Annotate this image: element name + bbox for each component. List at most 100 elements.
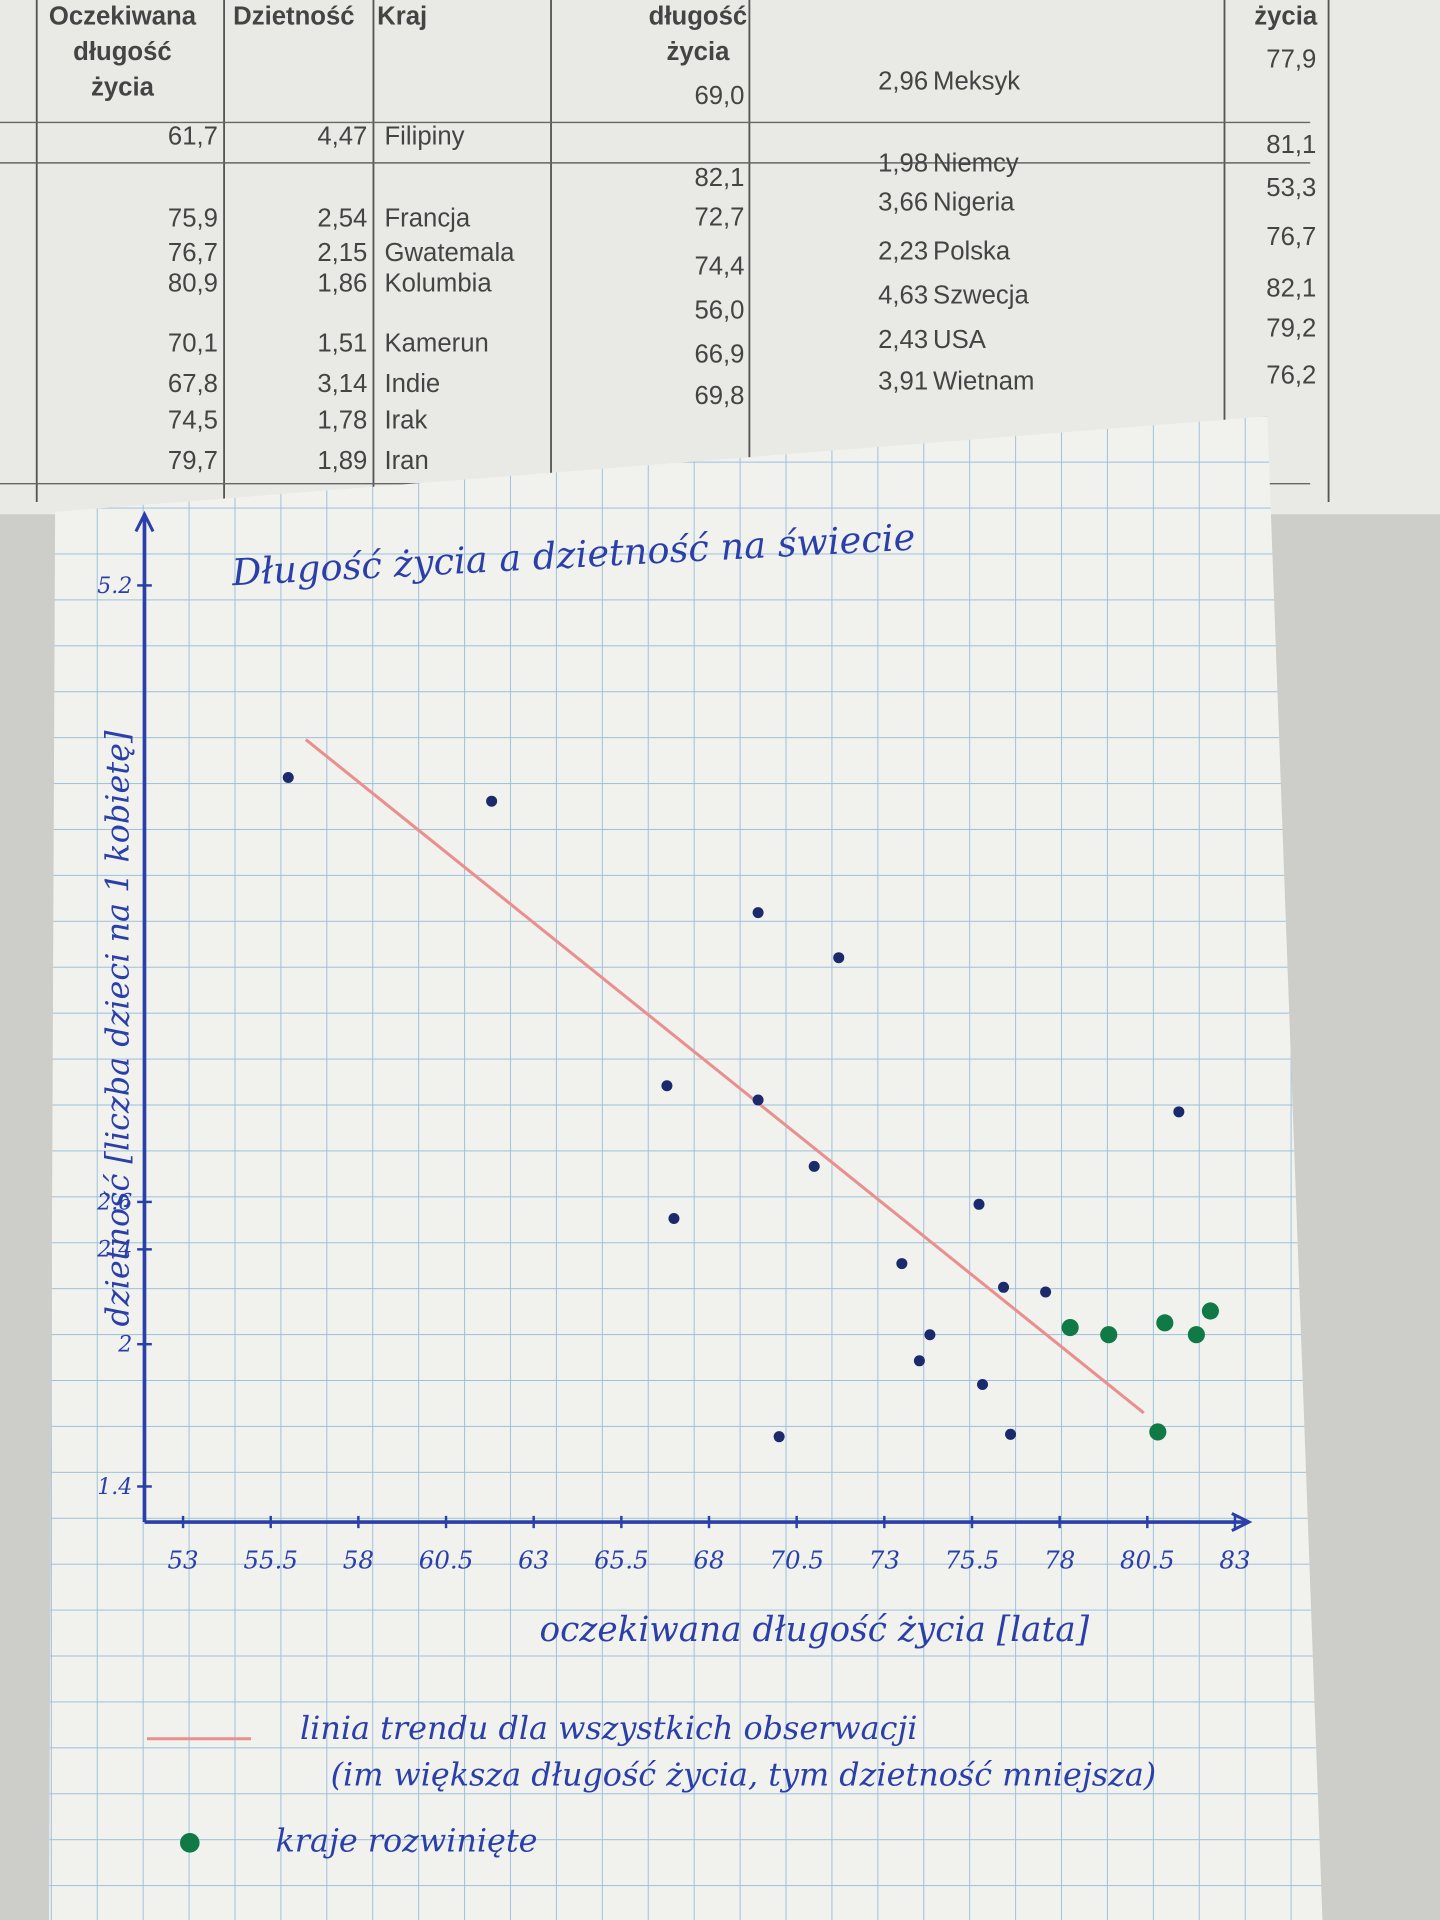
data-point	[1187, 1326, 1205, 1344]
table-cell: Szwecja	[933, 282, 1029, 310]
data-point	[833, 952, 845, 964]
table-cell: 67,8	[168, 370, 218, 398]
table-cell: 56,0	[694, 296, 744, 324]
table-cell: 80,9	[168, 269, 218, 297]
table-cell: Irak	[384, 407, 427, 435]
table-cell: Niemcy	[933, 149, 1019, 177]
table-cell: Iran	[384, 447, 428, 475]
legend-swatch	[180, 1833, 200, 1853]
data-point	[973, 1198, 985, 1210]
table-cell: Kamerun	[384, 329, 488, 357]
table-cell: 77,9	[1266, 45, 1316, 73]
data-point	[486, 795, 498, 807]
table-cell: 76,7	[168, 239, 218, 267]
table-cell: 66,9	[694, 340, 744, 368]
table-cell: USA	[933, 326, 987, 354]
table-cell: Indie	[384, 370, 440, 398]
table-cell: 70,1	[168, 329, 218, 357]
table-cell: 76,7	[1266, 223, 1316, 251]
y-axis-label: dzietność [liczba dzieci na 1 kobietę]	[99, 730, 137, 1326]
table-cell: 74,5	[168, 407, 218, 435]
y-tick-label: 2	[117, 1333, 132, 1358]
table-cell: Meksyk	[933, 67, 1020, 95]
table-cell: 2,54	[317, 205, 367, 233]
table-cell: 2,43	[878, 326, 928, 354]
table-cell: 69,0	[694, 82, 744, 110]
data-point	[752, 907, 764, 919]
data-point	[896, 1258, 908, 1270]
data-point	[1201, 1302, 1219, 1320]
table-cell: 4,63	[878, 282, 928, 310]
data-point	[1149, 1423, 1167, 1441]
data-point	[1100, 1326, 1118, 1344]
table-cell: Gwatemala	[384, 239, 515, 267]
table-cell: 74,4	[694, 252, 744, 280]
table-cell: Polska	[933, 238, 1011, 266]
table-cell: Filipiny	[384, 122, 464, 150]
table-cell: Francja	[384, 205, 470, 233]
trend-line	[304, 738, 1145, 1415]
x-tick-label: 80.5	[1120, 1546, 1174, 1575]
data-point	[976, 1379, 989, 1391]
data-point	[1005, 1428, 1017, 1440]
x-tick-label: 58	[343, 1546, 374, 1575]
data-point	[661, 1080, 673, 1092]
data-point	[1061, 1319, 1079, 1337]
x-tick-label: 73	[869, 1546, 900, 1575]
y-axis-arrow	[134, 510, 155, 533]
table-header: życia	[667, 38, 731, 66]
table-header: życia	[1254, 2, 1318, 30]
data-point	[668, 1213, 680, 1225]
table-cell: 75,9	[168, 205, 218, 233]
y-tick-label: 5.2	[97, 574, 132, 599]
table-cell: 72,7	[694, 203, 744, 231]
x-tick-label: 83	[1219, 1546, 1250, 1575]
data-point	[773, 1431, 785, 1443]
table-cell: 82,1	[694, 164, 744, 192]
data-point	[282, 771, 294, 783]
table-cell: 3,14	[317, 370, 367, 398]
table-cell: 1,89	[317, 447, 367, 475]
table-cell: 53,3	[1266, 174, 1316, 202]
legend-label: kraje rozwinięte	[276, 1821, 538, 1859]
x-tick-label: 70.5	[769, 1546, 823, 1575]
x-tick-label: 75.5	[945, 1546, 999, 1575]
data-point	[1156, 1314, 1174, 1332]
table-header: Dzietność	[233, 2, 354, 30]
table-header: Oczekiwana	[49, 2, 197, 30]
table-cell: 69,8	[694, 382, 744, 410]
table-header: życia	[91, 74, 155, 102]
table-header: Kraj	[377, 2, 427, 30]
table-cell: 79,7	[168, 447, 218, 475]
x-axis-label: oczekiwana długość życia [lata]	[539, 1610, 1089, 1650]
table-cell: 1,98	[878, 149, 928, 177]
data-point	[1173, 1106, 1185, 1118]
data-point	[752, 1094, 764, 1106]
table-cell: 81,1	[1266, 131, 1316, 159]
data-point	[808, 1160, 820, 1172]
table-cell: 79,2	[1266, 315, 1316, 343]
legend-label: (im większa długość życia, tym dzietność…	[331, 1755, 1157, 1793]
table-cell: 2,96	[878, 67, 928, 95]
table: Oczekiwana długość życia Dzietność Kraj długo…	[0, 0, 1330, 503]
x-tick-label: 60.5	[419, 1546, 473, 1575]
x-tick-label: 78	[1044, 1546, 1075, 1575]
table-cell: 4,47	[317, 122, 367, 150]
data-point	[924, 1329, 936, 1341]
y-tick-label: 2.4	[96, 1238, 132, 1263]
y-tick-label: 2.6	[96, 1190, 132, 1215]
table-cell: 2,23	[878, 238, 928, 266]
graph-grid	[48, 416, 1323, 1920]
data-point	[1040, 1286, 1052, 1298]
table-cell: 76,2	[1266, 361, 1316, 389]
table-header: długość	[73, 38, 172, 66]
y-tick-label: 1.4	[97, 1475, 132, 1500]
data-point	[913, 1355, 925, 1367]
table-cell: 2,15	[317, 239, 367, 267]
table-cell: 3,91	[878, 367, 928, 395]
table-cell: 61,7	[168, 122, 218, 150]
x-tick-label: 68	[693, 1546, 724, 1575]
table-header: długość	[649, 2, 748, 30]
